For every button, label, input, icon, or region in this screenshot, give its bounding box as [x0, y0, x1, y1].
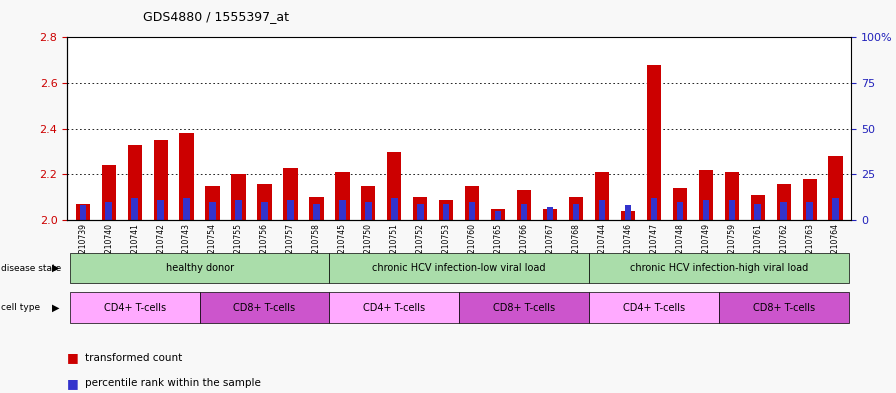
- Text: chronic HCV infection-low viral load: chronic HCV infection-low viral load: [373, 263, 546, 273]
- Bar: [803, 179, 817, 220]
- Bar: [521, 204, 528, 220]
- Bar: [205, 186, 220, 220]
- Text: ▶: ▶: [52, 303, 59, 312]
- Text: disease state: disease state: [1, 264, 61, 273]
- Bar: [101, 165, 116, 220]
- Bar: [806, 202, 813, 220]
- Bar: [314, 204, 320, 220]
- Bar: [777, 184, 791, 220]
- Bar: [365, 202, 372, 220]
- Bar: [589, 253, 849, 283]
- Bar: [491, 209, 505, 220]
- Bar: [589, 292, 719, 323]
- Text: healthy donor: healthy donor: [166, 263, 234, 273]
- Bar: [309, 197, 323, 220]
- Bar: [153, 140, 168, 220]
- Bar: [495, 211, 502, 220]
- Bar: [439, 200, 453, 220]
- Text: chronic HCV infection-high viral load: chronic HCV infection-high viral load: [630, 263, 808, 273]
- Bar: [832, 198, 839, 220]
- Bar: [699, 170, 713, 220]
- Bar: [70, 292, 200, 323]
- Bar: [387, 152, 401, 220]
- Bar: [780, 202, 787, 220]
- Bar: [754, 204, 761, 220]
- Bar: [443, 204, 450, 220]
- Text: CD4+ T-cells: CD4+ T-cells: [104, 303, 166, 312]
- Bar: [599, 200, 605, 220]
- Bar: [210, 202, 216, 220]
- Text: percentile rank within the sample: percentile rank within the sample: [85, 378, 261, 388]
- Text: CD4+ T-cells: CD4+ T-cells: [363, 303, 426, 312]
- Bar: [547, 207, 554, 220]
- Bar: [231, 174, 246, 220]
- Bar: [459, 292, 589, 323]
- Bar: [288, 200, 294, 220]
- Bar: [70, 253, 330, 283]
- Bar: [184, 198, 190, 220]
- Bar: [80, 206, 86, 220]
- Bar: [361, 186, 375, 220]
- Bar: [728, 200, 735, 220]
- Bar: [106, 202, 112, 220]
- Bar: [257, 184, 271, 220]
- Bar: [569, 197, 583, 220]
- Bar: [127, 145, 142, 220]
- Bar: [647, 65, 661, 220]
- Text: transformed count: transformed count: [85, 353, 183, 363]
- Bar: [236, 200, 242, 220]
- Bar: [517, 190, 531, 220]
- Bar: [262, 202, 268, 220]
- Bar: [413, 197, 427, 220]
- Bar: [751, 195, 765, 220]
- Bar: [829, 156, 843, 220]
- Bar: [676, 202, 683, 220]
- Bar: [330, 292, 459, 323]
- Bar: [673, 188, 687, 220]
- Text: ▶: ▶: [52, 263, 59, 273]
- Bar: [179, 133, 194, 220]
- Bar: [595, 172, 609, 220]
- Bar: [335, 172, 349, 220]
- Bar: [465, 186, 479, 220]
- Text: CD4+ T-cells: CD4+ T-cells: [623, 303, 685, 312]
- Text: cell type: cell type: [1, 303, 40, 312]
- Text: GDS4880 / 1555397_at: GDS4880 / 1555397_at: [143, 10, 289, 23]
- Bar: [725, 172, 739, 220]
- Bar: [75, 204, 90, 220]
- Bar: [339, 200, 346, 220]
- Text: CD8+ T-cells: CD8+ T-cells: [753, 303, 814, 312]
- Text: CD8+ T-cells: CD8+ T-cells: [493, 303, 556, 312]
- Bar: [132, 198, 138, 220]
- Text: ■: ■: [67, 376, 79, 390]
- Text: ■: ■: [67, 351, 79, 364]
- Bar: [702, 200, 709, 220]
- Bar: [391, 198, 398, 220]
- Bar: [417, 204, 424, 220]
- Text: CD8+ T-cells: CD8+ T-cells: [234, 303, 296, 312]
- Bar: [625, 206, 631, 220]
- Bar: [719, 292, 849, 323]
- Bar: [543, 209, 557, 220]
- Bar: [158, 200, 164, 220]
- Bar: [650, 198, 657, 220]
- Bar: [330, 253, 589, 283]
- Bar: [200, 292, 330, 323]
- Bar: [283, 167, 297, 220]
- Bar: [469, 202, 476, 220]
- Bar: [573, 204, 580, 220]
- Bar: [621, 211, 635, 220]
